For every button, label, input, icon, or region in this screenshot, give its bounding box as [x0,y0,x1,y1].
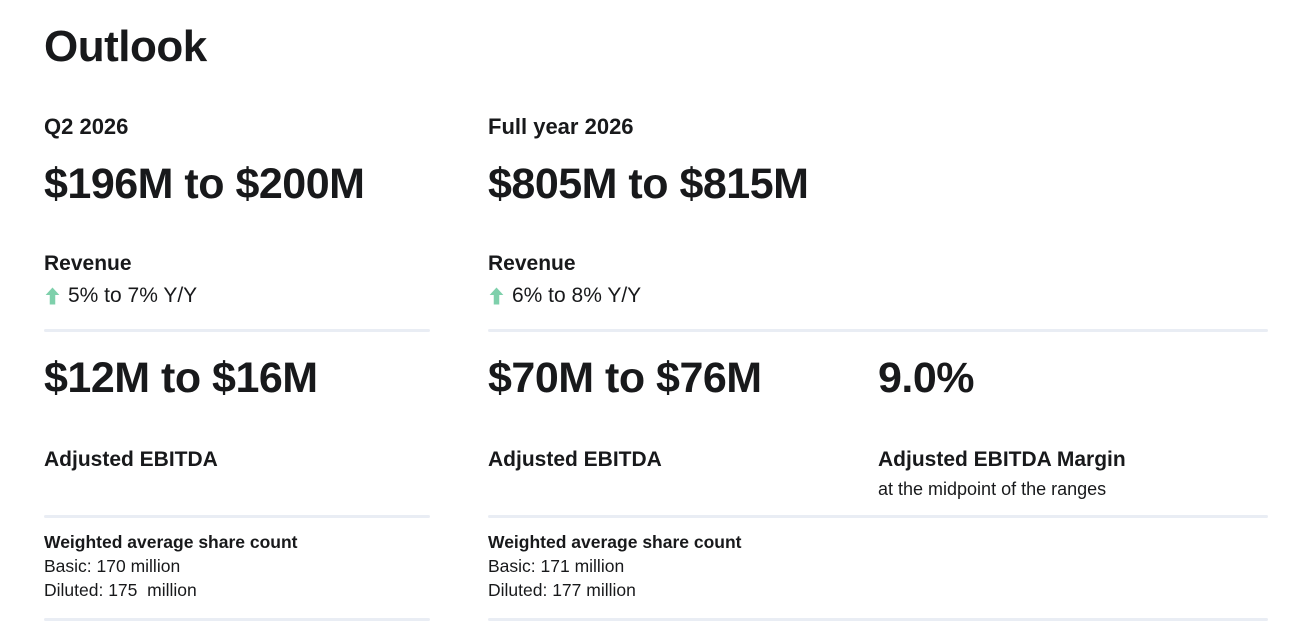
full-year-revenue-growth: 6% to 8% Y/Y [488,283,641,309]
up-arrow-icon [488,287,505,305]
share-count-diluted: Diluted: 175 million [44,580,197,600]
divider [488,329,1268,332]
divider [44,329,430,332]
q2-ebitda-range: $12M to $16M [44,354,318,402]
full-year-revenue-growth-text: 6% to 8% Y/Y [512,284,642,307]
q2-share-count-block: Weighted average share count Basic: 170 … [44,530,298,602]
divider [488,618,1268,621]
full-year-revenue-range: $805M to $815M [488,160,809,208]
full-year-ebitda-label: Adjusted EBITDA [488,448,662,471]
full-year-share-count-block: Weighted average share count Basic: 171 … [488,530,742,602]
full-year-ebitda-margin-value: 9.0% [878,354,975,402]
share-count-title: Weighted average share count [44,532,298,552]
page-title: Outlook [44,22,207,71]
share-count-basic: Basic: 171 million [488,556,625,576]
q2-revenue-range: $196M to $200M [44,160,365,208]
up-arrow-icon [44,287,61,305]
ebitda-margin-note: at the midpoint of the ranges [878,479,1107,500]
q2-revenue-growth: 5% to 7% Y/Y [44,283,197,309]
share-count-basic: Basic: 170 million [44,556,181,576]
full-year-revenue-label: Revenue [488,252,576,275]
share-count-title: Weighted average share count [488,532,742,552]
ebitda-margin-label: Adjusted EBITDA Margin [878,448,1126,471]
full-year-ebitda-range: $70M to $76M [488,354,762,402]
q2-period-label: Q2 2026 [44,114,129,139]
full-year-ebitda-margin-label-block: Adjusted EBITDA Margin at the midpoint o… [878,447,1126,501]
divider [44,515,430,518]
q2-revenue-label: Revenue [44,252,132,275]
share-count-diluted: Diluted: 177 million [488,580,636,600]
full-year-period-label: Full year 2026 [488,114,634,139]
q2-ebitda-label: Adjusted EBITDA [44,448,218,471]
divider [44,618,430,621]
divider [488,515,1268,518]
q2-revenue-growth-text: 5% to 7% Y/Y [68,284,198,307]
